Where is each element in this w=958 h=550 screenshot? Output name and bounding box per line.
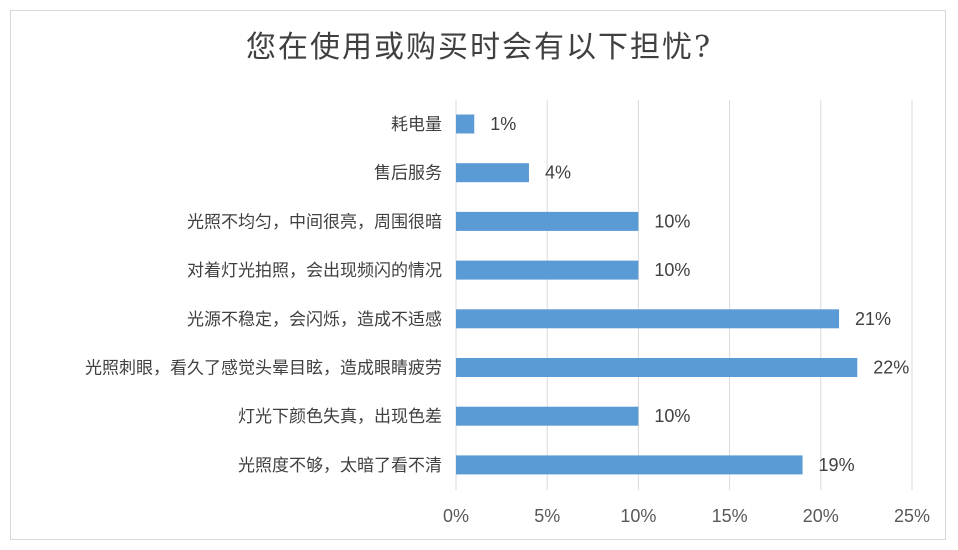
bar [456,406,639,426]
bar [456,211,639,231]
bar [456,260,639,280]
data-label: 4% [545,163,571,183]
bar [456,163,529,183]
category-label: 光照刺眼，看久了感觉头晕目眩，造成眼睛疲劳 [85,359,442,379]
bar [456,309,840,329]
category-label: 售后服务 [374,164,442,184]
data-label: 21% [855,309,891,329]
x-tick-label: 10% [620,506,656,526]
x-tick-label: 25% [894,506,930,526]
data-label: 10% [654,406,690,426]
data-label: 19% [819,455,855,475]
category-label: 灯光下颜色失真，出现色差 [238,407,442,427]
bar [456,358,858,377]
bar [456,455,803,475]
data-label: 10% [654,211,690,231]
data-label: 10% [654,260,690,280]
category-label: 光源不稳定，会闪烁，造成不适感 [187,310,442,330]
category-label: 耗电量 [391,115,442,135]
x-tick-label: 20% [803,506,839,526]
x-tick-label: 0% [443,506,469,526]
chart-title: 您在使用或购买时会有以下担忧? [245,30,713,65]
category-label: 光照度不够，太暗了看不清 [238,456,442,476]
category-label: 对着灯光拍照，会出现频闪的情况 [187,261,442,281]
data-label: 1% [490,114,516,134]
data-label: 22% [873,358,909,378]
x-tick-label: 5% [534,506,560,526]
x-tick-label: 15% [712,506,748,526]
category-label: 光照不均匀，中间很亮，周围很暗 [187,212,442,232]
bar [456,114,475,134]
